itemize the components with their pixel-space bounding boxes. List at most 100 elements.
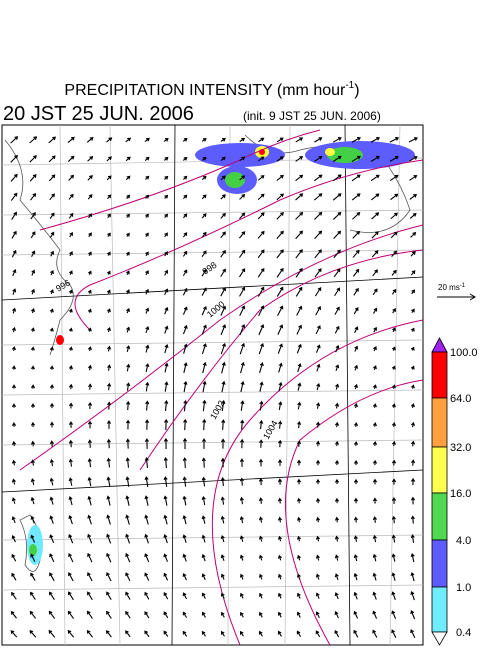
wind-arrow xyxy=(276,137,284,143)
wind-arrow xyxy=(48,155,56,163)
wind-arrow xyxy=(239,573,244,580)
wind-arrow xyxy=(314,211,323,220)
wind-arrow xyxy=(87,476,92,487)
wind-arrow xyxy=(201,231,207,238)
wind-arrow xyxy=(220,477,225,487)
wind-arrow xyxy=(201,573,206,581)
wind-arrow xyxy=(240,630,244,637)
wind-arrow xyxy=(276,174,284,181)
wind-arrow xyxy=(372,534,377,543)
wind-arrow xyxy=(202,418,207,431)
wind-arrow xyxy=(410,403,415,408)
wind-arrow xyxy=(334,325,340,334)
wind-arrow xyxy=(258,324,265,336)
wind-arrow xyxy=(352,249,360,258)
wind-arrow xyxy=(372,403,377,408)
wind-arrow xyxy=(371,231,379,239)
wind-arrow xyxy=(409,193,418,200)
wind-arrow xyxy=(220,611,225,618)
wind-arrow xyxy=(106,327,111,333)
wind-arrow xyxy=(11,384,17,389)
wind-arrow xyxy=(144,137,150,143)
wind-arrow xyxy=(11,478,16,485)
wind-arrow xyxy=(258,535,263,542)
wind-arrow xyxy=(315,611,320,619)
wind-arrow xyxy=(163,476,168,487)
wind-arrow xyxy=(164,325,169,334)
wind-arrow xyxy=(164,194,169,199)
wind-arrow xyxy=(259,362,264,374)
wind-arrow xyxy=(87,514,92,525)
wind-arrow xyxy=(125,610,131,619)
wind-arrow xyxy=(182,306,188,315)
wind-arrow xyxy=(11,211,17,220)
wind-arrow xyxy=(353,554,358,562)
wind-arrow xyxy=(30,440,36,447)
wind-arrow xyxy=(106,610,112,619)
wind-arrow xyxy=(239,286,246,297)
wind-arrow xyxy=(201,438,207,449)
wind-arrow xyxy=(334,421,340,428)
wind-arrow xyxy=(49,440,55,447)
wind-arrow xyxy=(257,193,265,201)
wind-arrow xyxy=(126,400,131,411)
wind-arrow xyxy=(68,553,74,563)
wind-arrow xyxy=(163,437,169,450)
wind-arrow xyxy=(295,230,304,240)
wind-arrow xyxy=(201,553,206,562)
wind-arrow xyxy=(334,554,339,561)
wind-arrow xyxy=(182,250,188,257)
wind-arrow xyxy=(372,610,378,619)
wind-arrow xyxy=(201,630,207,637)
wind-arrow xyxy=(389,174,399,182)
wind-arrow xyxy=(277,305,284,316)
wind-arrow xyxy=(296,554,301,561)
wind-arrow xyxy=(277,439,283,448)
wind-arrow xyxy=(182,630,188,637)
wind-arrow xyxy=(370,193,380,201)
wind-arrow xyxy=(182,572,187,581)
wind-arrow xyxy=(238,231,246,239)
wind-arrow xyxy=(106,137,113,143)
wind-arrow xyxy=(125,552,131,563)
wind-arrow xyxy=(29,155,37,163)
wind-arrow xyxy=(125,476,130,487)
wind-arrow xyxy=(106,591,112,600)
wind-arrow xyxy=(353,422,358,428)
wind-arrow xyxy=(29,629,37,638)
wind-arrow xyxy=(315,459,321,466)
wind-arrow xyxy=(410,534,415,543)
wind-arrow xyxy=(29,174,37,182)
wind-arrow xyxy=(315,421,321,428)
wind-arrow xyxy=(238,249,246,258)
wind-arrow xyxy=(144,630,150,638)
wind-arrow xyxy=(182,534,187,543)
wind-arrow xyxy=(144,553,150,563)
wind-arrow xyxy=(391,288,397,295)
wind-arrow xyxy=(239,175,246,181)
wind-arrow xyxy=(391,250,398,258)
wind-arrow xyxy=(10,154,18,163)
wind-arrow xyxy=(410,496,416,505)
wind-arrow xyxy=(296,516,302,523)
wind-arrow xyxy=(277,459,283,466)
wind-arrow xyxy=(49,572,55,582)
wind-arrow xyxy=(126,382,131,391)
wind-arrow xyxy=(391,365,396,370)
wind-arrow xyxy=(372,365,377,371)
wind-arrow xyxy=(333,268,341,278)
wind-arrow xyxy=(391,346,396,351)
wind-arrow xyxy=(332,193,342,201)
rain-area xyxy=(195,143,285,167)
wind-arrow xyxy=(258,516,263,523)
wind-arrow xyxy=(351,174,361,182)
wind-arrow xyxy=(201,175,207,181)
wind-arrow xyxy=(182,495,187,506)
wind-arrow xyxy=(315,306,321,316)
wind-arrow xyxy=(353,478,359,485)
wind-arrow xyxy=(221,361,226,374)
wind-arrow xyxy=(239,156,246,162)
wind-arrow xyxy=(392,308,396,314)
wind-arrow xyxy=(297,363,302,373)
wind-arrow xyxy=(87,552,93,563)
